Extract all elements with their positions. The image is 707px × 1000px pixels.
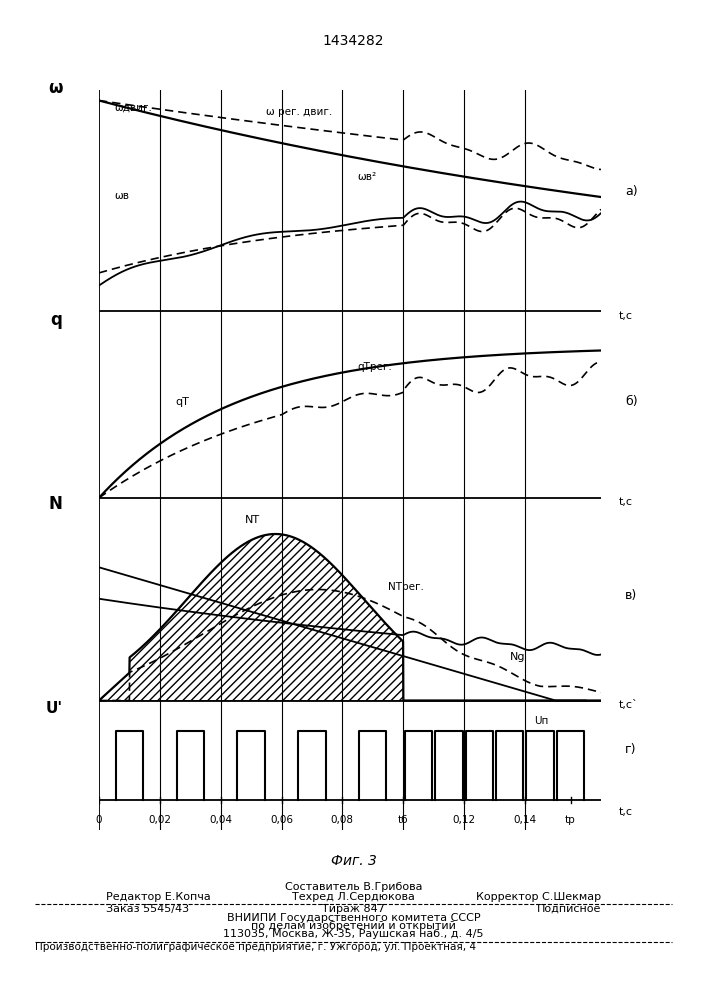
Text: NТрег.: NТрег. (388, 582, 424, 591)
Text: 0,12: 0,12 (452, 815, 476, 825)
Text: 0,14: 0,14 (513, 815, 537, 825)
Text: ωв²: ωв² (358, 172, 377, 182)
Text: Uп: Uп (534, 716, 549, 726)
Text: ωв: ωв (115, 191, 129, 201)
Text: tp: tp (565, 815, 576, 825)
Text: в): в) (625, 589, 638, 602)
Text: Производственно-полиграфическое предприятие, г. Ужгород, ул. Проектная, 4: Производственно-полиграфическое предприя… (35, 942, 477, 952)
Text: t,c: t,c (619, 807, 633, 817)
Text: t,c: t,c (619, 311, 633, 321)
Text: Техред Л.Сердюкова: Техред Л.Сердюкова (292, 892, 415, 902)
Text: а): а) (625, 185, 638, 198)
Text: Подписное: Подписное (537, 904, 601, 914)
Text: б): б) (625, 395, 638, 408)
Text: 0,04: 0,04 (209, 815, 232, 825)
Text: qТрег.: qТрег. (358, 362, 392, 372)
Text: U': U' (45, 701, 62, 716)
Text: t,c`: t,c` (619, 700, 639, 710)
Text: qТ: qТ (175, 397, 189, 407)
Text: ВНИИПИ Государственного комитета СССР: ВНИИПИ Государственного комитета СССР (227, 913, 480, 923)
Text: Фиг. 3: Фиг. 3 (331, 854, 376, 868)
Text: 113035, Москва, Ж-35, Раушская наб., д. 4/5: 113035, Москва, Ж-35, Раушская наб., д. … (223, 929, 484, 939)
Text: q: q (51, 311, 62, 329)
Text: ω рег. двиг.: ω рег. двиг. (267, 107, 332, 117)
Text: г): г) (625, 743, 637, 756)
Text: по делам изобретений и открытий: по делам изобретений и открытий (251, 921, 456, 931)
Text: Корректор С.Шекмар: Корректор С.Шекмар (476, 892, 601, 902)
Text: ωдвиг.: ωдвиг. (115, 103, 152, 113)
Text: Заказ 5545/43: Заказ 5545/43 (106, 904, 189, 914)
Text: NТ: NТ (245, 515, 260, 525)
Text: t,c: t,c (619, 497, 633, 507)
Text: 0: 0 (95, 815, 103, 825)
Text: 0,06: 0,06 (270, 815, 293, 825)
Text: Ng: Ng (510, 652, 525, 662)
Text: 0,08: 0,08 (331, 815, 354, 825)
Text: 0,02: 0,02 (148, 815, 171, 825)
Text: ω: ω (48, 79, 62, 97)
Text: Тираж 847: Тираж 847 (322, 904, 385, 914)
Text: N: N (49, 495, 62, 513)
Text: Редактор Е.Копча: Редактор Е.Копча (106, 892, 211, 902)
Text: Составитель В.Грибова: Составитель В.Грибова (285, 882, 422, 892)
Text: 1434282: 1434282 (323, 34, 384, 48)
Text: tб: tб (398, 815, 409, 825)
